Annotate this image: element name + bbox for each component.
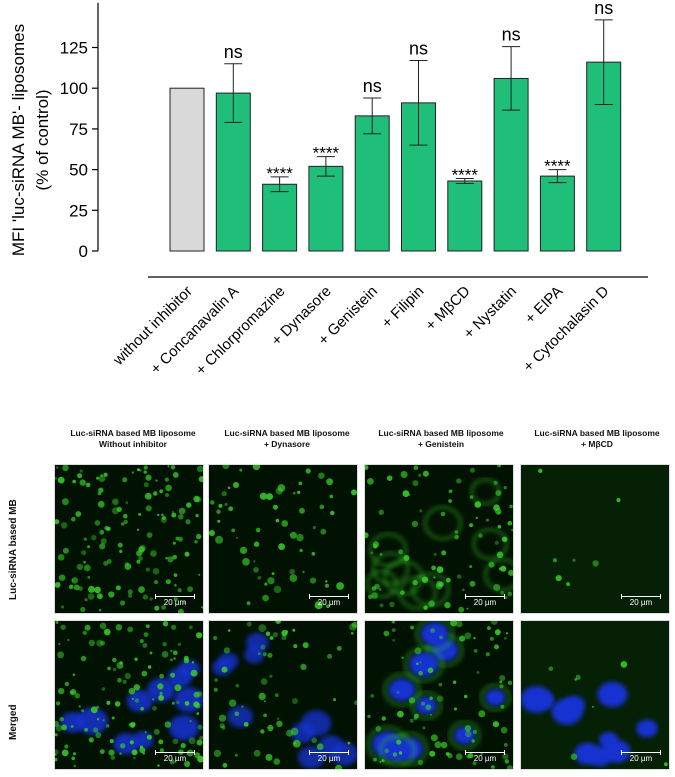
scale-bar-label: 20 µm <box>473 598 497 607</box>
significance-label: ns <box>224 42 243 62</box>
bars-group: ns **** **** ns ns **** ns **** ns <box>169 0 622 252</box>
bar <box>539 175 575 252</box>
panel-title-line1: Luc-siRNA based MB liposome <box>534 428 660 438</box>
scale-bar-label: 20 µm <box>163 754 187 763</box>
y-tick-label: 0 <box>79 242 88 261</box>
scale-bar-label: 20 µm <box>629 754 653 763</box>
y-axis-label-line1: MFI 'luc-siRNA MB'- liposomes <box>9 24 28 256</box>
scale-bar: 20 µm <box>465 594 505 607</box>
significance-label: **** <box>266 164 293 183</box>
bar <box>262 183 298 252</box>
y-axis-label-line2: (% of control) <box>33 89 52 190</box>
scale-bar-line <box>155 594 195 599</box>
row-label-merged: Merged <box>8 704 19 740</box>
scale-bar: 20 µm <box>155 750 195 763</box>
scale-bar-line <box>621 750 661 755</box>
x-tick-label: without inhibitor <box>109 283 195 369</box>
micrograph-genistein-merged: 20 µm <box>364 620 514 770</box>
significance-label: ns <box>409 39 428 59</box>
significance-label: ns <box>363 76 382 96</box>
micrograph-without-inhibitor-merged: 20 µm <box>54 620 204 770</box>
scale-bar-label: 20 µm <box>317 598 341 607</box>
scale-bar: 20 µm <box>309 594 349 607</box>
panel-title-mbcd: Luc-siRNA based MB liposome + MβCD <box>522 428 672 450</box>
significance-label: ns <box>594 0 613 18</box>
panel-title-line1: Luc-siRNA based MB liposome <box>378 428 504 438</box>
micrograph-genistein-green: 20 µm <box>364 464 514 614</box>
scale-bar-label: 20 µm <box>629 598 653 607</box>
scale-bar: 20 µm <box>309 750 349 763</box>
micrograph-dynasore-merged: 20 µm <box>208 620 358 770</box>
micrograph-without-inhibitor-green: 20 µm <box>54 464 204 614</box>
scale-bar-line <box>621 594 661 599</box>
significance-label: **** <box>544 157 571 176</box>
micrograph-mbcd-green: 20 µm <box>520 464 670 614</box>
bar <box>401 102 436 252</box>
panel-title-line2: Without inhibitor <box>99 439 167 449</box>
micrograph-dynasore-green: 20 µm <box>208 464 358 614</box>
micrograph-mbcd-merged: 20 µm <box>520 620 670 770</box>
bar <box>447 180 483 252</box>
panel-title-without-inhibitor: Luc-siRNA based MB liposome Without inhi… <box>58 428 208 450</box>
significance-label: **** <box>313 144 340 163</box>
scale-bar: 20 µm <box>621 594 661 607</box>
scale-bar: 20 µm <box>465 750 505 763</box>
scale-bar: 20 µm <box>621 750 661 763</box>
panel-title-line2: + MβCD <box>581 439 613 449</box>
y-tick-label: 100 <box>60 79 88 98</box>
panel-title-dynasore: Luc-siRNA based MB liposome + Dynasore <box>212 428 362 450</box>
panel-title-line1: Luc-siRNA based MB liposome <box>224 428 350 438</box>
significance-label: **** <box>452 166 479 185</box>
row-label-green: Luc-siRNA based MB <box>8 499 19 600</box>
bar <box>308 165 344 252</box>
bar <box>354 115 390 252</box>
scale-bar-line <box>465 750 505 755</box>
scale-bar-label: 20 µm <box>163 598 187 607</box>
bar <box>169 87 205 252</box>
scale-bar-line <box>155 750 195 755</box>
x-tick-label: + Filipin <box>378 283 427 332</box>
scale-bar-label: 20 µm <box>473 754 497 763</box>
y-tick-label: 25 <box>69 201 88 220</box>
y-axis: 0 25 50 75 100 125 <box>60 2 648 278</box>
y-tick-label: 125 <box>60 39 88 58</box>
significance-label: ns <box>502 25 521 45</box>
x-tick-label: + EIPA <box>522 283 567 328</box>
panel-title-line2: + Genistein <box>417 439 465 449</box>
scale-bar-line <box>309 594 349 599</box>
y-tick-label: 75 <box>69 120 88 139</box>
x-tick-labels: without inhibitor+ Concanavalin A+ Chlor… <box>109 283 612 379</box>
panel-title-line1: Luc-siRNA based MB liposome <box>70 428 196 438</box>
panel-title-genistein: Luc-siRNA based MB liposome + Genistein <box>366 428 516 450</box>
scale-bar-line <box>309 750 349 755</box>
y-tick-label: 50 <box>69 161 88 180</box>
x-tick-label: + Cytochalasin D <box>520 283 613 376</box>
scale-bar-line <box>465 594 505 599</box>
scale-bar-label: 20 µm <box>317 754 341 763</box>
panel-title-line2: + Dynasore <box>263 439 311 449</box>
scale-bar: 20 µm <box>155 594 195 607</box>
